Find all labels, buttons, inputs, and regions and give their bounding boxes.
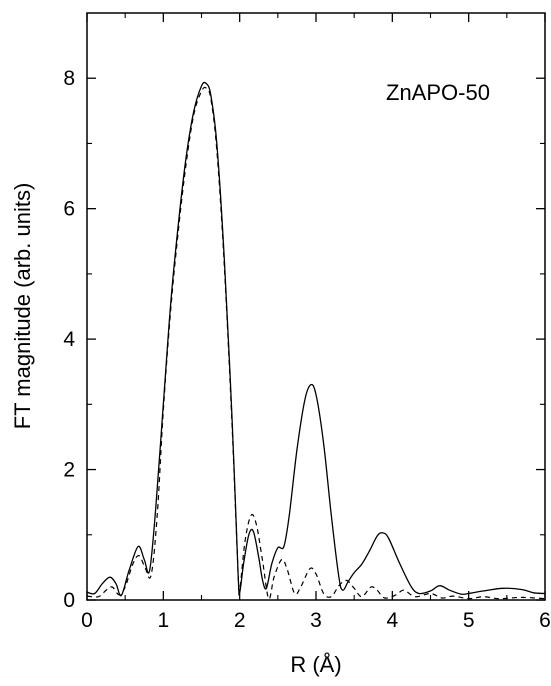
x-axis-title: R (Å) [290, 652, 341, 677]
x-tick-label: 2 [234, 609, 246, 632]
x-tick-label: 5 [463, 609, 475, 632]
y-tick-label: 6 [63, 198, 75, 221]
solid-series-line [86, 81, 546, 597]
y-tick-label: 0 [63, 589, 75, 612]
axis-tick-labels: 0 1 2 3 4 5 6 0 2 4 6 8 [63, 67, 551, 632]
x-tick-label: 6 [539, 609, 551, 632]
x-tick-label: 3 [310, 609, 322, 632]
x-tick-label: 4 [386, 609, 398, 632]
x-tick-label: 0 [81, 609, 93, 632]
y-tick-label: 2 [63, 459, 75, 482]
y-tick-label: 4 [63, 328, 75, 351]
series-group [86, 81, 546, 600]
y-tick-label: 8 [63, 67, 75, 90]
axis-ticks [86, 13, 546, 601]
x-tick-label: 1 [157, 609, 169, 632]
dashed-series-line [86, 86, 546, 600]
sample-annotation: ZnAPO-50 [386, 80, 490, 105]
y-axis-title: FT magnitude (arb. units) [10, 183, 35, 430]
